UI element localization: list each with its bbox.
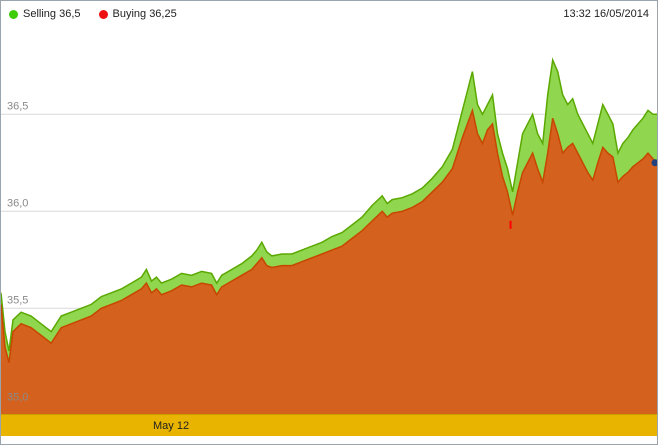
legend-label-selling: Selling 36,5 <box>23 8 81 20</box>
chart-header: Selling 36,5 Buying 36,25 13:32 16/05/20… <box>1 1 657 27</box>
x-axis-date-band: May 12 <box>1 414 657 436</box>
legend-item-selling: Selling 36,5 <box>9 8 81 20</box>
chart-plot-area[interactable]: 35,0 35,5 36,0 36,5 <box>1 27 657 414</box>
buying-dot-icon <box>98 9 108 19</box>
svg-text:35,5: 35,5 <box>7 294 28 306</box>
chart-timestamp: 13:32 16/05/2014 <box>563 8 649 20</box>
bottom-strip <box>1 436 657 444</box>
price-area-chart[interactable]: 35,0 35,5 36,0 36,5 <box>1 27 657 414</box>
legend-item-buying: Buying 36,25 <box>98 8 177 20</box>
svg-text:35,0: 35,0 <box>7 391 28 403</box>
selling-dot-icon <box>9 9 18 19</box>
legend-label-buying: Buying 36,25 <box>112 8 177 20</box>
svg-text:36,0: 36,0 <box>7 197 28 209</box>
svg-text:36,5: 36,5 <box>7 100 28 112</box>
x-axis-date-label: May 12 <box>153 419 190 432</box>
